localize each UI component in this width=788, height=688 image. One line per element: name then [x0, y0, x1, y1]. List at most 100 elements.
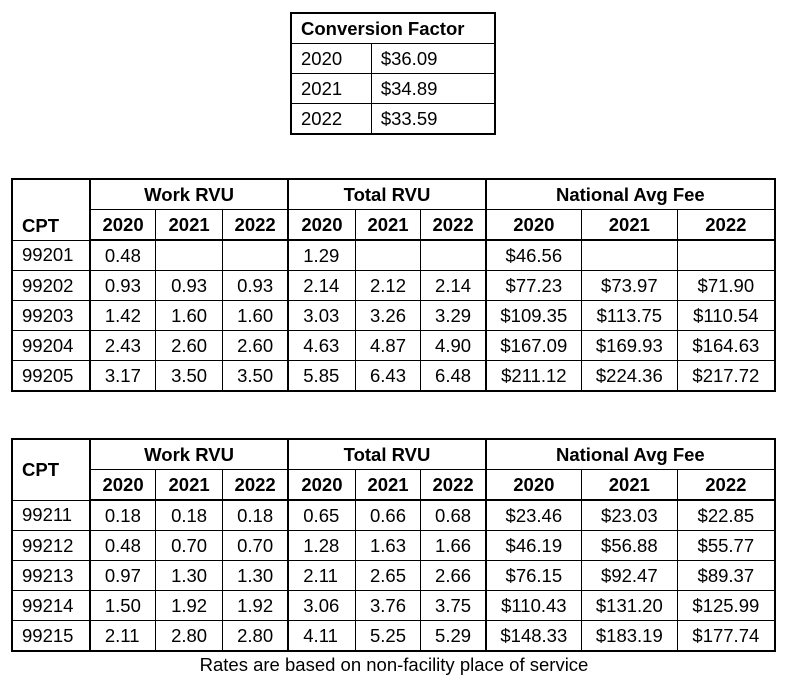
value-cell: $183.19	[580, 620, 678, 652]
table-row: 2020 $36.09	[290, 43, 496, 74]
table-row: 99214 1.50 1.92 1.92 3.06 3.76 3.75 $110.43 $131…	[11, 590, 776, 621]
year-header: 2021	[354, 469, 422, 501]
value-cell: 0.18	[155, 499, 223, 531]
value-cell: 1.42	[89, 300, 157, 331]
value-cell: 1.60	[155, 300, 223, 331]
value-cell	[580, 239, 678, 271]
year-cell: 2020	[290, 43, 372, 74]
value-cell: 1.66	[420, 530, 487, 561]
year-header: 2021	[354, 209, 422, 241]
value-cell: 4.11	[287, 620, 356, 652]
table-row: 99212 0.48 0.70 0.70 1.28 1.63 1.66 $46.19 $56.8…	[11, 530, 776, 561]
value-cell: $148.33	[485, 620, 582, 652]
year-header: 2020	[485, 209, 582, 241]
value-cell: 2.11	[287, 560, 356, 591]
table-row: 99201 0.48 1.29 $46.56	[11, 239, 776, 271]
national-avg-fee-header: National Avg Fee	[485, 178, 777, 210]
cpt-code-cell: 99205	[11, 360, 91, 392]
value-cell: $92.47	[580, 560, 678, 591]
value-cell: $164.63	[676, 330, 776, 361]
value-cell: 3.50	[221, 360, 290, 392]
value-cell: 2.43	[89, 330, 157, 361]
total-rvu-header: Total RVU	[287, 178, 487, 210]
value-cell	[155, 239, 223, 271]
value-cell: 0.93	[89, 270, 157, 301]
value-cell: $76.15	[485, 560, 582, 591]
year-header: 2021	[155, 209, 223, 241]
factor-cell: $36.09	[370, 43, 496, 74]
value-cell: 3.17	[89, 360, 157, 392]
value-cell: 0.70	[221, 530, 290, 561]
value-cell: 0.18	[221, 499, 290, 531]
value-cell: 0.48	[89, 530, 157, 561]
year-header: 2020	[287, 209, 356, 241]
year-header: 2021	[580, 209, 678, 241]
year-cell: 2022	[290, 103, 372, 135]
value-cell: 0.70	[155, 530, 223, 561]
table-row: 99202 0.93 0.93 0.93 2.14 2.12 2.14 $77.23 $73.9…	[11, 270, 776, 301]
value-cell: 2.14	[287, 270, 356, 301]
value-cell	[354, 239, 422, 271]
value-cell: $125.99	[676, 590, 776, 621]
value-cell: $169.93	[580, 330, 678, 361]
cpt-code-cell: 99202	[11, 270, 91, 301]
value-cell: $55.77	[676, 530, 776, 561]
table-row: 99203 1.42 1.60 1.60 3.03 3.26 3.29 $109.35 $113…	[11, 300, 776, 331]
cpt-code-cell: 99213	[11, 560, 91, 591]
value-cell: 1.60	[221, 300, 290, 331]
value-cell: 3.76	[354, 590, 422, 621]
table-row: 99205 3.17 3.50 3.50 5.85 6.43 6.48 $211.12 $224…	[11, 360, 776, 392]
cpt-code-cell: 99204	[11, 330, 91, 361]
national-avg-fee-header: National Avg Fee	[485, 438, 777, 470]
year-header-row: 2020 2021 2022 2020 2021 2022 2020 2021 2022	[12, 469, 776, 501]
value-cell: 1.63	[354, 530, 422, 561]
year-header: 2022	[420, 469, 487, 501]
value-cell	[420, 239, 487, 271]
value-cell: 1.50	[89, 590, 157, 621]
value-cell: 2.60	[155, 330, 223, 361]
year-header: 2020	[89, 469, 157, 501]
value-cell: $131.20	[580, 590, 678, 621]
conversion-factor-title: Conversion Factor	[290, 12, 496, 44]
value-cell: 2.65	[354, 560, 422, 591]
value-cell: 6.48	[420, 360, 487, 392]
value-cell: 0.48	[89, 239, 157, 271]
value-cell: $109.35	[485, 300, 582, 331]
value-cell: 2.11	[89, 620, 157, 652]
rvu-table-established-patient: CPT Work RVU Total RVU National Avg Fee 2020…	[11, 438, 777, 652]
value-cell: $56.88	[580, 530, 678, 561]
value-cell: 0.65	[287, 499, 356, 531]
year-header: 2022	[676, 469, 776, 501]
cpt-code-cell: 99201	[11, 239, 91, 271]
conversion-factor-table: Conversion Factor 2020 $36.09 2021 $34.8…	[290, 12, 496, 135]
value-cell	[221, 239, 290, 271]
value-cell: 0.93	[155, 270, 223, 301]
table-row: 99211 0.18 0.18 0.18 0.65 0.66 0.68 $23.46 $23.0…	[11, 499, 776, 531]
value-cell: 2.60	[221, 330, 290, 361]
factor-cell: $33.59	[370, 103, 496, 135]
work-rvu-header: Work RVU	[89, 178, 290, 210]
value-cell: 5.85	[287, 360, 356, 392]
table-row: 99215 2.11 2.80 2.80 4.11 5.25 5.29 $148.33 $183…	[11, 620, 776, 652]
year-cell: 2021	[290, 73, 372, 104]
table-row: 2022 $33.59	[290, 103, 496, 135]
value-cell: 3.29	[420, 300, 487, 331]
value-cell: $211.12	[485, 360, 582, 392]
value-cell: $110.54	[676, 300, 776, 331]
value-cell: $46.56	[485, 239, 582, 271]
value-cell: 3.75	[420, 590, 487, 621]
value-cell: $22.85	[676, 499, 776, 531]
value-cell	[676, 239, 776, 271]
value-cell: 0.93	[221, 270, 290, 301]
value-cell: $77.23	[485, 270, 582, 301]
value-cell: 1.28	[287, 530, 356, 561]
value-cell: 2.80	[221, 620, 290, 652]
value-cell: $89.37	[676, 560, 776, 591]
value-cell: 1.29	[287, 239, 356, 271]
footnote: Rates are based on non-facility place of…	[199, 654, 589, 675]
table-row: 99204 2.43 2.60 2.60 4.63 4.87 4.90 $167.09 $169…	[11, 330, 776, 361]
value-cell: $113.75	[580, 300, 678, 331]
value-cell: 1.92	[221, 590, 290, 621]
value-cell: 2.80	[155, 620, 223, 652]
value-cell: 3.50	[155, 360, 223, 392]
